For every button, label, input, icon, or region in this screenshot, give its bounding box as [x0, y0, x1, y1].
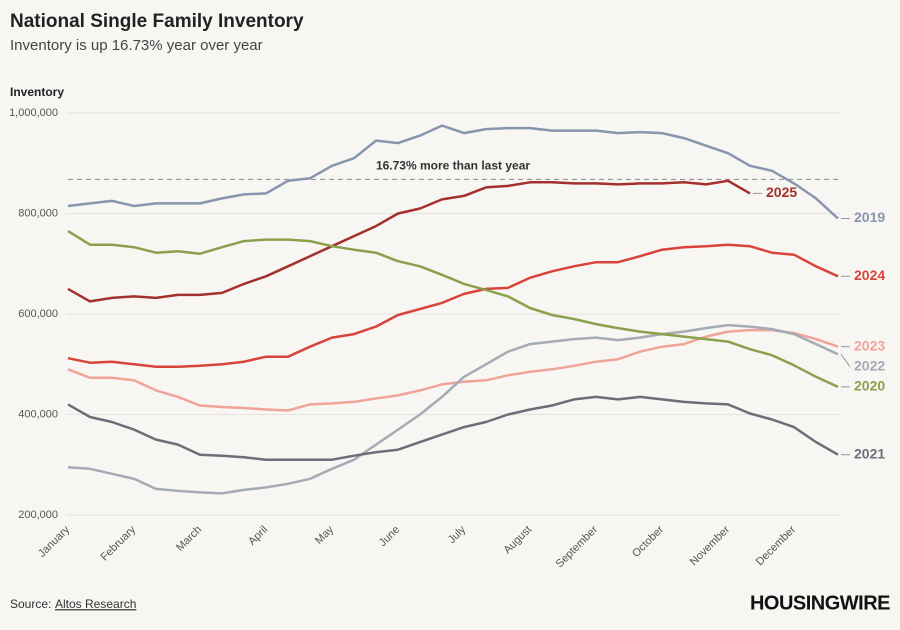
x-tick-label: May: [313, 523, 337, 547]
x-tick-label: October: [630, 523, 666, 559]
label-leader: [840, 353, 851, 367]
x-tick-label: January: [36, 523, 73, 560]
series-line: [67, 179, 751, 303]
y-tick-label: 600,000: [18, 308, 58, 320]
logo: HOUSINGWIRE: [750, 592, 890, 614]
series-line: [67, 124, 839, 220]
x-tick-label: July: [446, 523, 469, 546]
x-tick-label: December: [754, 523, 799, 568]
series-line: [67, 323, 839, 495]
series-label: 2020: [854, 378, 885, 394]
y-tick-label: 400,000: [18, 408, 58, 420]
y-tick-label: 200,000: [18, 509, 58, 521]
x-tick-label: June: [377, 524, 402, 549]
x-tick-label: November: [688, 523, 733, 568]
series-label: 2021: [854, 445, 885, 461]
x-tick-label: February: [99, 523, 139, 563]
series-line: [67, 395, 839, 461]
series-label: 2022: [854, 357, 885, 373]
x-tick-label: March: [174, 524, 204, 554]
chart-title: National Single Family Inventory: [10, 11, 304, 32]
x-tick-label: April: [246, 524, 270, 548]
series-line: [67, 243, 839, 369]
source-link[interactable]: Altos Research: [55, 597, 136, 611]
series-label: 2023: [854, 337, 885, 353]
series-line: [67, 328, 839, 412]
series-line: [67, 230, 839, 389]
y-tick-label: 1,000,000: [9, 107, 58, 119]
reference-label: 16.73% more than last year: [376, 159, 530, 173]
series-label: 2024: [854, 267, 885, 283]
y-axis-label: Inventory: [10, 85, 64, 99]
y-tick-label: 800,000: [18, 207, 58, 219]
series-label: 2019: [854, 209, 885, 225]
x-tick-label: August: [501, 524, 534, 557]
x-tick-label: September: [554, 523, 601, 570]
series-label: 2025: [766, 184, 797, 200]
chart-subtitle: Inventory is up 16.73% year over year: [10, 37, 263, 54]
source-label: Source:: [10, 597, 51, 611]
